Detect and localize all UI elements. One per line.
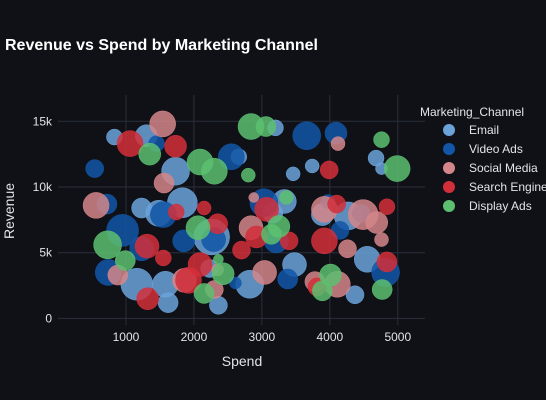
data-point[interactable] — [232, 240, 251, 260]
legend-marker[interactable] — [443, 181, 455, 193]
data-point[interactable] — [255, 116, 277, 137]
data-point[interactable] — [376, 251, 398, 273]
data-point[interactable] — [371, 279, 393, 300]
data-point[interactable] — [267, 215, 291, 238]
data-point[interactable] — [248, 192, 259, 203]
data-point[interactable] — [279, 190, 294, 205]
data-point[interactable] — [330, 136, 346, 151]
data-point[interactable] — [319, 160, 339, 180]
data-point[interactable] — [157, 292, 179, 313]
legend-marker[interactable] — [443, 200, 455, 212]
y-tick-label: 15k — [33, 114, 53, 128]
data-point[interactable] — [82, 192, 110, 219]
data-point[interactable] — [185, 215, 211, 240]
x-axis-title: Spend — [222, 353, 262, 369]
data-point[interactable] — [345, 285, 365, 305]
data-point[interactable] — [138, 142, 161, 166]
data-point[interactable] — [136, 287, 159, 310]
data-point[interactable] — [93, 230, 122, 260]
x-tick-label: 1000 — [113, 330, 140, 344]
chart-title: Revenue vs Spend by Marketing Channel — [5, 37, 318, 54]
data-point[interactable] — [319, 263, 342, 287]
data-point[interactable] — [327, 194, 346, 214]
data-point[interactable] — [365, 211, 388, 234]
data-point[interactable] — [285, 166, 301, 182]
data-point[interactable] — [254, 197, 279, 222]
data-point[interactable] — [196, 200, 212, 216]
data-point[interactable] — [115, 250, 136, 271]
legend-item-label[interactable]: Search Engine — [469, 180, 546, 194]
data-point[interactable] — [193, 283, 215, 304]
data-point[interactable] — [207, 213, 228, 235]
legend-item-label[interactable]: Social Media — [469, 161, 538, 175]
y-axis-title: Revenue — [1, 183, 17, 239]
data-point[interactable] — [213, 254, 224, 265]
x-tick-label: 4000 — [317, 330, 344, 344]
legend-item-label[interactable]: Video Ads — [469, 142, 523, 156]
data-point[interactable] — [187, 252, 213, 277]
data-point[interactable] — [378, 198, 396, 215]
data-point[interactable] — [201, 157, 228, 185]
legend-marker[interactable] — [443, 162, 455, 174]
data-point[interactable] — [252, 260, 277, 285]
data-point[interactable] — [292, 121, 321, 150]
data-point[interactable] — [155, 249, 172, 267]
data-point[interactable] — [311, 227, 338, 255]
y-tick-label: 5k — [39, 246, 53, 260]
y-tick-label: 10k — [33, 180, 53, 194]
x-tick-label: 5000 — [384, 330, 411, 344]
legend-marker[interactable] — [443, 124, 455, 136]
data-point[interactable] — [374, 232, 389, 247]
data-point[interactable] — [168, 203, 185, 221]
x-tick-label: 2000 — [181, 330, 208, 344]
data-point[interactable] — [116, 130, 144, 157]
data-point[interactable] — [211, 262, 235, 285]
data-point[interactable] — [149, 110, 176, 138]
legend-item-label[interactable]: Email — [469, 123, 499, 137]
data-point[interactable] — [373, 131, 390, 148]
data-point[interactable] — [277, 268, 298, 290]
y-tick-label: 0 — [45, 311, 52, 325]
data-point[interactable] — [383, 155, 411, 182]
legend-title: Marketing_Channel — [420, 105, 524, 119]
data-point[interactable] — [134, 233, 160, 259]
data-point[interactable] — [164, 135, 187, 158]
data-point[interactable] — [367, 149, 385, 167]
legend-marker[interactable] — [443, 143, 455, 155]
legend: Marketing_Channel Email Video Ads Social M… — [420, 105, 546, 213]
data-point[interactable] — [279, 231, 299, 251]
data-point[interactable] — [338, 239, 357, 259]
x-tick-label: 3000 — [249, 330, 276, 344]
data-point[interactable] — [304, 158, 320, 174]
data-point[interactable] — [85, 159, 104, 178]
data-point[interactable] — [241, 167, 256, 183]
data-point[interactable] — [153, 172, 175, 194]
legend-item-label[interactable]: Display Ads — [469, 199, 532, 213]
